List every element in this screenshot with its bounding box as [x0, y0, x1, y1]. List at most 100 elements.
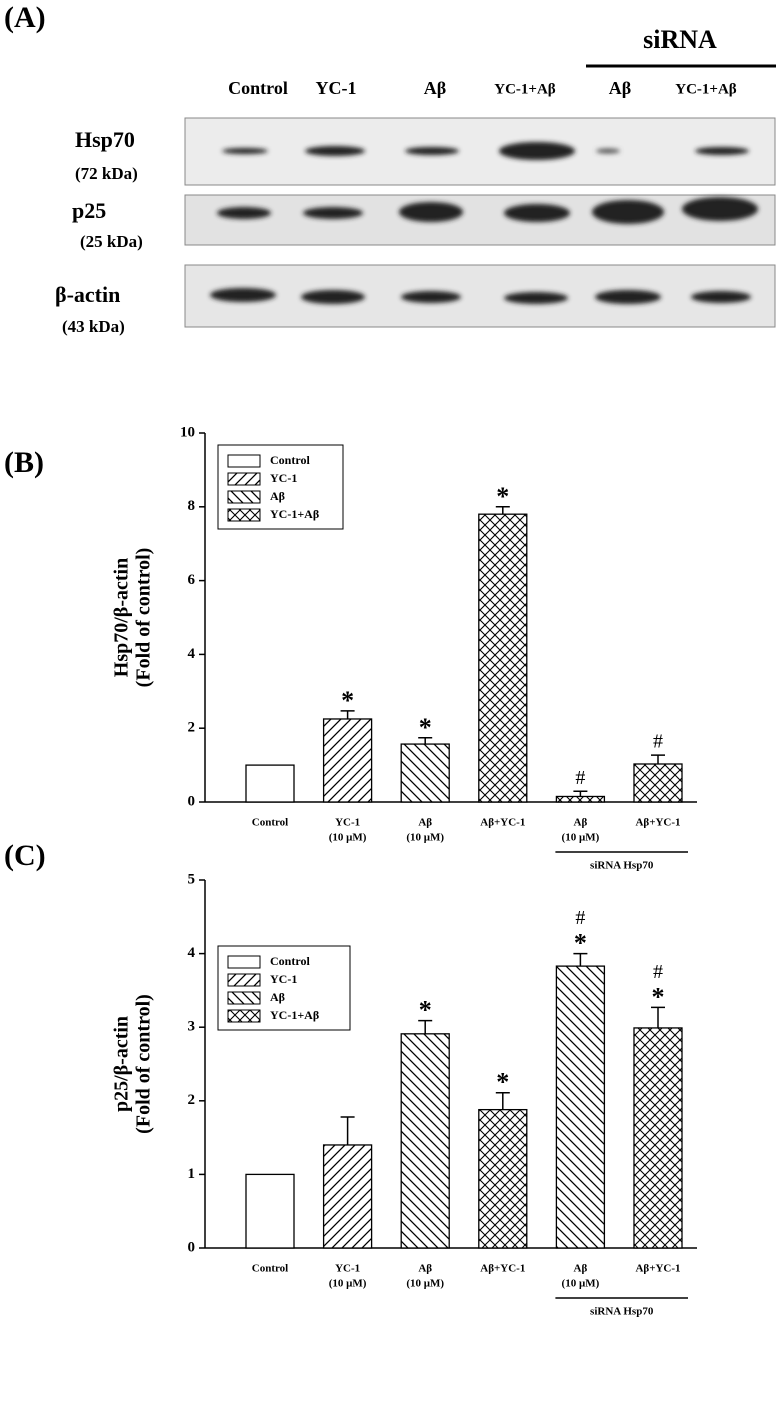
error-bar — [651, 1006, 665, 1028]
group-label: siRNA Hsp70 — [590, 1306, 654, 1318]
y-tick-label: 8 — [188, 498, 196, 514]
lane-label: YC-1+Aβ — [675, 81, 737, 97]
bar — [245, 1173, 295, 1249]
legend-swatch — [227, 472, 261, 486]
x-tick-label: Aβ+YC-1 — [635, 817, 680, 829]
legend-swatch — [227, 991, 261, 1005]
lane-label: YC-1+Aβ — [494, 81, 556, 97]
error-bar — [495, 506, 510, 515]
significance-mark: # — [575, 907, 585, 929]
significance-mark: * — [574, 929, 587, 958]
group-label: siRNA Hsp70 — [590, 860, 654, 872]
y-axis-label: (Fold of control) — [133, 994, 155, 1134]
x-tick-label: Aβ+YC-1 — [635, 1263, 680, 1275]
bar — [633, 1027, 683, 1249]
bar — [245, 764, 295, 803]
bar — [478, 1108, 528, 1249]
bar — [633, 763, 683, 803]
legend-swatch — [227, 955, 261, 969]
x-tick-sublabel: (10 μM) — [562, 832, 600, 844]
legend-swatch — [227, 973, 261, 987]
x-tick-label: Control — [252, 817, 288, 829]
x-tick-label: YC-1 — [335, 817, 360, 829]
y-tick-label: 6 — [188, 572, 196, 588]
x-tick-sublabel: (10 μM) — [329, 832, 367, 844]
panel-label: (A) — [4, 1, 46, 34]
significance-mark: # — [653, 731, 663, 753]
x-tick-label: Aβ — [418, 817, 432, 829]
lane-label: Aβ — [424, 78, 446, 98]
x-tick-label: Aβ — [574, 817, 588, 829]
error-bar — [495, 1091, 510, 1110]
legend-swatch — [227, 490, 261, 504]
legend-swatch — [227, 508, 261, 522]
x-tick-label: Aβ+YC-1 — [480, 1263, 525, 1275]
significance-mark: * — [419, 996, 432, 1025]
panel-label: (B) — [4, 446, 44, 479]
bar — [400, 1033, 450, 1249]
x-tick-sublabel: (10 μM) — [406, 1278, 444, 1290]
bar — [478, 513, 528, 803]
legend-label: Aβ — [270, 489, 285, 503]
bar — [322, 1144, 373, 1249]
legend-swatch — [227, 454, 261, 468]
significance-mark: * — [496, 482, 509, 511]
x-tick-label: Aβ+YC-1 — [480, 817, 525, 829]
legend-label: YC-1 — [270, 972, 297, 986]
lane-label: Control — [228, 78, 288, 98]
y-tick-label: 3 — [188, 1019, 196, 1035]
y-tick-label: 0 — [188, 1239, 196, 1255]
blot — [184, 117, 776, 328]
row-size: (25 kDa) — [80, 232, 143, 251]
y-tick-label: 10 — [180, 424, 195, 440]
y-tick-label: 2 — [188, 720, 196, 736]
lane-label: YC-1 — [316, 78, 357, 98]
significance-mark: # — [575, 767, 585, 789]
y-tick-label: 5 — [188, 871, 196, 887]
bar — [555, 965, 606, 1249]
y-tick-label: 4 — [188, 945, 196, 961]
row-size: (72 kDa) — [75, 164, 138, 183]
x-tick-sublabel: (10 μM) — [562, 1278, 600, 1290]
x-tick-sublabel: (10 μM) — [406, 832, 444, 844]
significance-mark: * — [496, 1068, 509, 1097]
x-tick-sublabel: (10 μM) — [329, 1278, 367, 1290]
bar — [555, 795, 606, 803]
row-label: β-actin — [55, 282, 120, 307]
significance-mark: # — [653, 961, 663, 983]
y-axis-label: (Fold of control) — [133, 548, 155, 688]
row-label: p25 — [72, 198, 106, 223]
row-label: Hsp70 — [75, 127, 135, 152]
y-tick-label: 1 — [188, 1166, 196, 1182]
significance-mark: * — [419, 713, 432, 742]
error-bar — [340, 710, 355, 719]
y-tick-label: 0 — [188, 793, 196, 809]
group-label: siRNA — [643, 25, 717, 54]
bar — [400, 743, 450, 803]
x-tick-label: Aβ — [574, 1263, 588, 1275]
legend-label: YC-1+Aβ — [270, 1008, 319, 1022]
legend-label: YC-1+Aβ — [270, 507, 319, 521]
legend-swatch — [227, 1009, 261, 1023]
x-tick-label: Aβ — [418, 1263, 432, 1275]
row-size: (43 kDa) — [62, 317, 125, 336]
lane-label: Aβ — [609, 78, 631, 98]
significance-mark: * — [341, 686, 354, 715]
x-tick-label: Control — [252, 1263, 288, 1275]
legend-label: Aβ — [270, 990, 285, 1004]
x-tick-label: YC-1 — [335, 1263, 360, 1275]
legend-label: YC-1 — [270, 471, 297, 485]
error-bar — [573, 952, 588, 967]
y-tick-label: 4 — [188, 646, 196, 662]
bar — [322, 718, 373, 803]
y-axis-label: Hsp70/β-actin — [111, 558, 133, 677]
error-bar — [340, 1116, 355, 1145]
y-tick-label: 2 — [188, 1092, 196, 1108]
error-bar — [418, 737, 433, 745]
significance-mark: * — [652, 982, 665, 1011]
panel-label: (C) — [4, 839, 46, 872]
y-axis-label: p25/β-actin — [111, 1016, 133, 1112]
error-bar — [418, 1019, 433, 1034]
error-bar — [651, 754, 665, 764]
